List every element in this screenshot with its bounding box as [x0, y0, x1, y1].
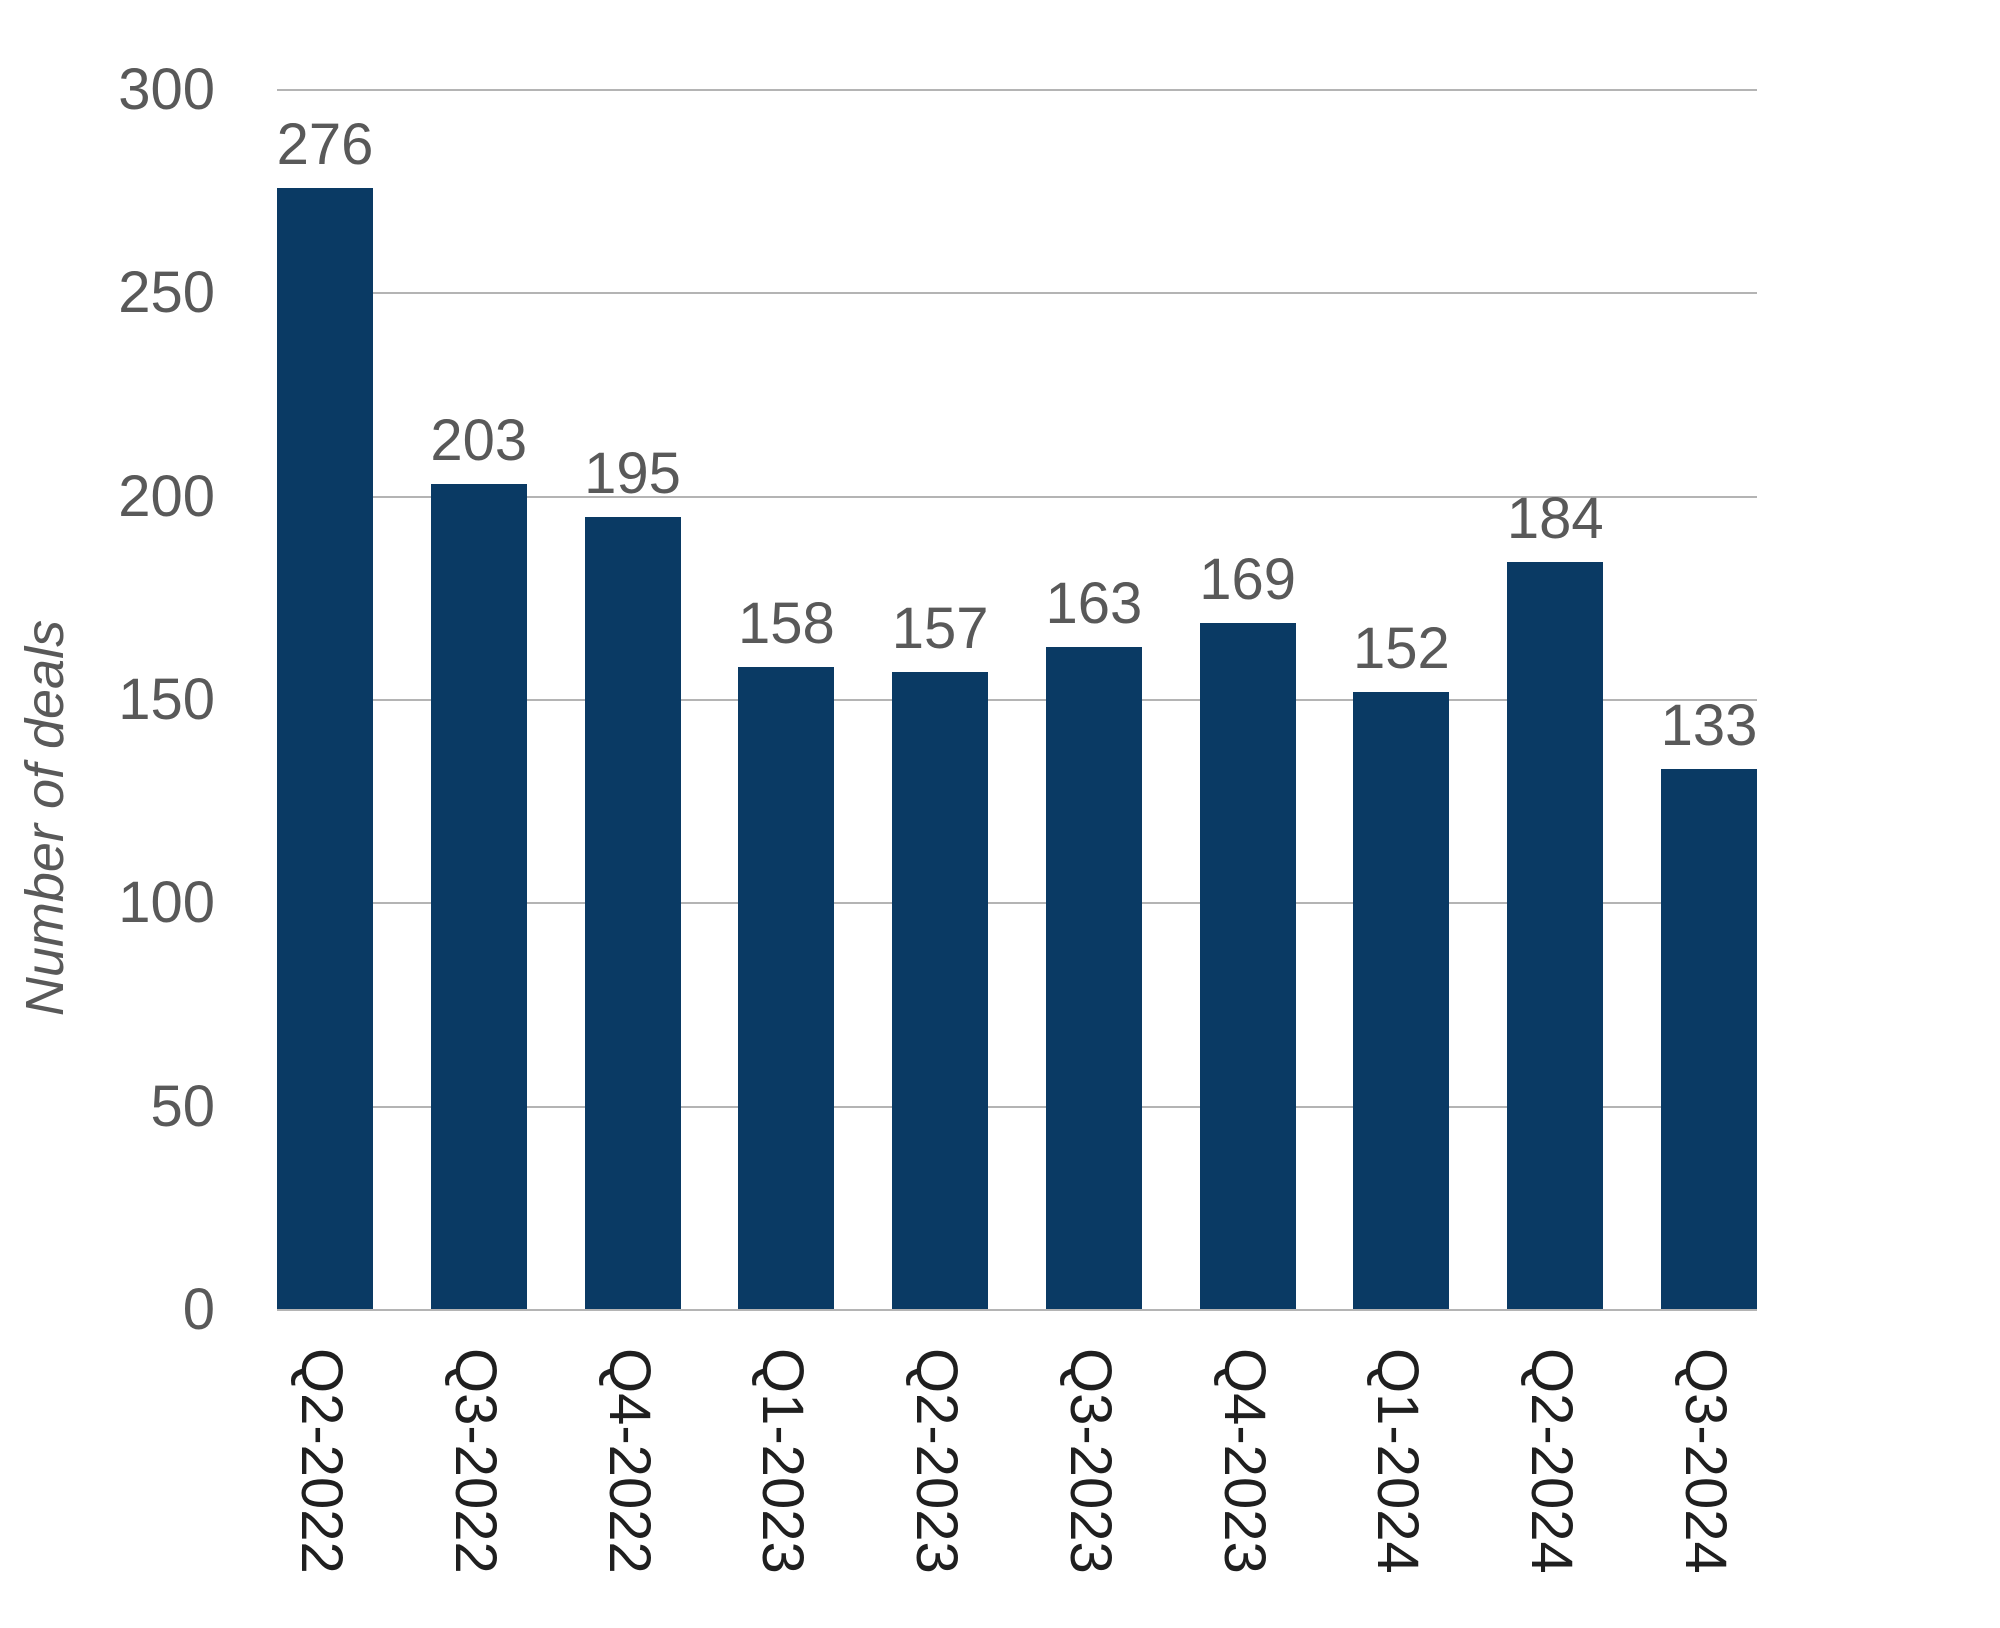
gridline-300 — [277, 89, 1757, 91]
value-label-Q3-2024: 133 — [1660, 693, 1758, 759]
x-tick-Q1-2023: Q1-2023 — [750, 1348, 816, 1574]
bar-Q4-2023 — [1199, 622, 1296, 1310]
x-axis-line — [277, 1309, 1757, 1311]
y-tick-100: 100 — [118, 870, 215, 936]
y-tick-0: 0 — [182, 1277, 215, 1342]
value-label-Q1-2023: 158 — [737, 591, 835, 657]
value-label-Q4-2022: 195 — [584, 441, 681, 506]
bar-Q1-2023 — [738, 667, 835, 1310]
x-tick-Q3-2024: Q3-2024 — [1673, 1348, 1738, 1574]
x-tick-Q1-2024: Q1-2024 — [1365, 1348, 1431, 1574]
bar-Q4-2022 — [584, 517, 681, 1310]
y-axis-title: Number of deals — [15, 619, 75, 1017]
bar-Q3-2023 — [1045, 647, 1142, 1310]
x-tick-Q3-2023: Q3-2023 — [1057, 1348, 1123, 1574]
gridline-250 — [277, 292, 1757, 295]
y-tick-150: 150 — [118, 667, 215, 732]
x-tick-Q2-2023: Q2-2023 — [904, 1348, 970, 1574]
bar-Q1-2024 — [1353, 691, 1450, 1310]
x-tick-Q2-2024: Q2-2024 — [1519, 1348, 1585, 1574]
bar-Q3-2024 — [1661, 769, 1757, 1310]
x-tick-Q4-2023: Q4-2023 — [1211, 1348, 1277, 1574]
plot-area: 276 203 195 158 157 163 169 152 184 133 — [277, 89, 1757, 1311]
value-label-Q3-2022: 203 — [430, 408, 528, 474]
bar-Q2-2023 — [892, 671, 989, 1310]
x-tick-Q3-2022: Q3-2022 — [442, 1348, 508, 1574]
bar-Q2-2022 — [277, 187, 373, 1310]
y-tick-50: 50 — [150, 1073, 215, 1139]
y-tick-250: 250 — [118, 260, 215, 326]
y-tick-300: 300 — [118, 57, 215, 122]
bar-Q2-2024 — [1507, 561, 1604, 1310]
value-label-Q1-2024: 152 — [1353, 615, 1450, 681]
value-label-Q3-2023: 163 — [1045, 571, 1143, 637]
value-label-Q2-2024: 184 — [1506, 485, 1604, 551]
gridline-100 — [277, 902, 1757, 905]
x-tick-Q4-2022: Q4-2022 — [596, 1348, 662, 1574]
y-tick-200: 200 — [118, 463, 215, 529]
gridline-200 — [277, 495, 1757, 498]
x-tick-Q2-2022: Q2-2022 — [289, 1348, 354, 1574]
value-label-Q2-2023: 157 — [891, 595, 989, 661]
bar-Q3-2022 — [430, 484, 527, 1310]
value-label-Q2-2022: 276 — [276, 111, 374, 177]
value-label-Q4-2023: 169 — [1199, 546, 1297, 612]
gridline-150 — [277, 699, 1757, 701]
gridline-50 — [277, 1105, 1757, 1108]
